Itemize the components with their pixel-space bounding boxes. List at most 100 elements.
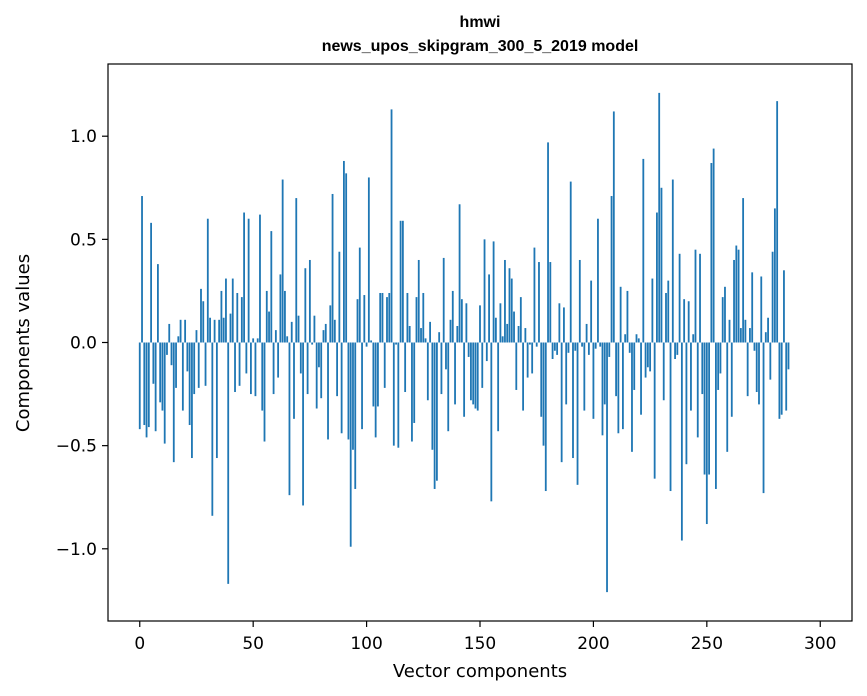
bar-210 <box>615 342 617 397</box>
bar-263 <box>735 245 738 343</box>
bar-32 <box>211 342 214 516</box>
bar-234 <box>669 342 672 492</box>
x-tick-label: 100 <box>350 634 382 654</box>
bar-61 <box>277 342 280 378</box>
y-axis-ticks: −1.0 −0.5 0.0 0.5 1.0 <box>56 127 108 560</box>
bar-20 <box>184 319 187 343</box>
bars-group <box>138 92 790 593</box>
bar-223 <box>644 342 647 378</box>
bar-286 <box>787 342 790 370</box>
bar-90 <box>343 160 345 343</box>
y-tick-label: −0.5 <box>56 437 97 457</box>
bar-74 <box>306 342 309 395</box>
bar-139 <box>454 342 456 405</box>
bar-38 <box>225 278 227 343</box>
chart-title-line2: news_upos_skipgram_300_5_2019 model <box>322 38 639 55</box>
bar-21 <box>186 342 189 372</box>
bar-134 <box>442 257 445 343</box>
bar-264 <box>737 249 740 343</box>
bar-56 <box>265 290 268 343</box>
bar-208 <box>610 196 613 343</box>
bar-199 <box>590 280 593 343</box>
bar-112 <box>392 342 395 446</box>
bar-175 <box>535 342 538 347</box>
bar-156 <box>492 241 495 343</box>
bar-180 <box>547 142 549 343</box>
bar-44 <box>238 342 241 386</box>
bar-72 <box>302 342 304 506</box>
bar-13 <box>168 323 171 343</box>
bar-99 <box>363 295 366 343</box>
bar-169 <box>522 342 524 411</box>
bar-82 <box>324 323 327 343</box>
bar-24 <box>193 342 196 395</box>
bar-250 <box>705 342 708 525</box>
bar-219 <box>635 334 638 343</box>
bar-236 <box>674 342 676 359</box>
bar-119 <box>408 326 411 343</box>
bar-33 <box>213 319 216 343</box>
bar-125 <box>422 292 425 343</box>
bar-215 <box>626 290 629 343</box>
bar-45 <box>240 297 243 343</box>
bar-161 <box>504 259 506 343</box>
bar-118 <box>406 292 409 343</box>
bar-251 <box>708 342 710 475</box>
bar-113 <box>395 342 397 345</box>
bar-272 <box>755 342 758 393</box>
bar-222 <box>642 158 645 343</box>
bar-179 <box>544 342 547 492</box>
bar-165 <box>513 311 515 343</box>
bar-60 <box>274 330 277 343</box>
bar-177 <box>540 342 543 417</box>
bar-155 <box>490 342 493 502</box>
bar-281 <box>776 101 779 343</box>
x-tick-label: 150 <box>464 634 496 654</box>
bar-51 <box>254 342 257 397</box>
bar-145 <box>467 342 470 357</box>
bar-138 <box>451 290 454 343</box>
bar-28 <box>202 301 205 343</box>
bar-52 <box>256 338 259 343</box>
bar-22 <box>188 342 191 426</box>
bar-153 <box>485 342 488 362</box>
y-axis-label: Components values <box>13 254 34 432</box>
bar-242 <box>687 301 690 343</box>
bar-201 <box>594 342 597 349</box>
x-tick-label: 300 <box>804 634 836 654</box>
bar-280 <box>773 208 776 343</box>
bar-269 <box>749 328 751 343</box>
bar-149 <box>476 342 479 411</box>
bar-162 <box>506 323 509 343</box>
bar-88 <box>338 251 341 343</box>
bar-260 <box>728 319 731 343</box>
x-tick-label: 250 <box>691 634 723 654</box>
bar-261 <box>730 342 733 417</box>
bar-279 <box>771 251 774 343</box>
bar-9 <box>159 342 162 403</box>
bar-95 <box>354 342 357 489</box>
bar-178 <box>542 342 545 446</box>
bar-277 <box>767 317 769 343</box>
bar-248 <box>701 342 704 395</box>
bar-186 <box>560 342 563 463</box>
bar-238 <box>678 253 681 343</box>
bar-27 <box>200 288 202 343</box>
bar-96 <box>356 299 359 343</box>
bar-167 <box>517 326 520 343</box>
bar-205 <box>603 342 606 405</box>
bar-64 <box>284 290 286 343</box>
bar-225 <box>649 342 652 372</box>
bar-84 <box>329 305 332 343</box>
bar-117 <box>404 342 407 393</box>
bar-15 <box>172 342 175 463</box>
bar-278 <box>769 342 772 380</box>
bar-192 <box>574 342 577 351</box>
x-tick-label: 0 <box>134 634 145 654</box>
bar-59 <box>272 342 275 395</box>
y-tick-label: 0.0 <box>70 334 97 354</box>
bar-97 <box>358 247 361 343</box>
bar-244 <box>692 334 695 343</box>
x-axis-ticks: 0 50 100 150 200 250 300 <box>134 621 836 654</box>
bar-18 <box>179 319 182 343</box>
